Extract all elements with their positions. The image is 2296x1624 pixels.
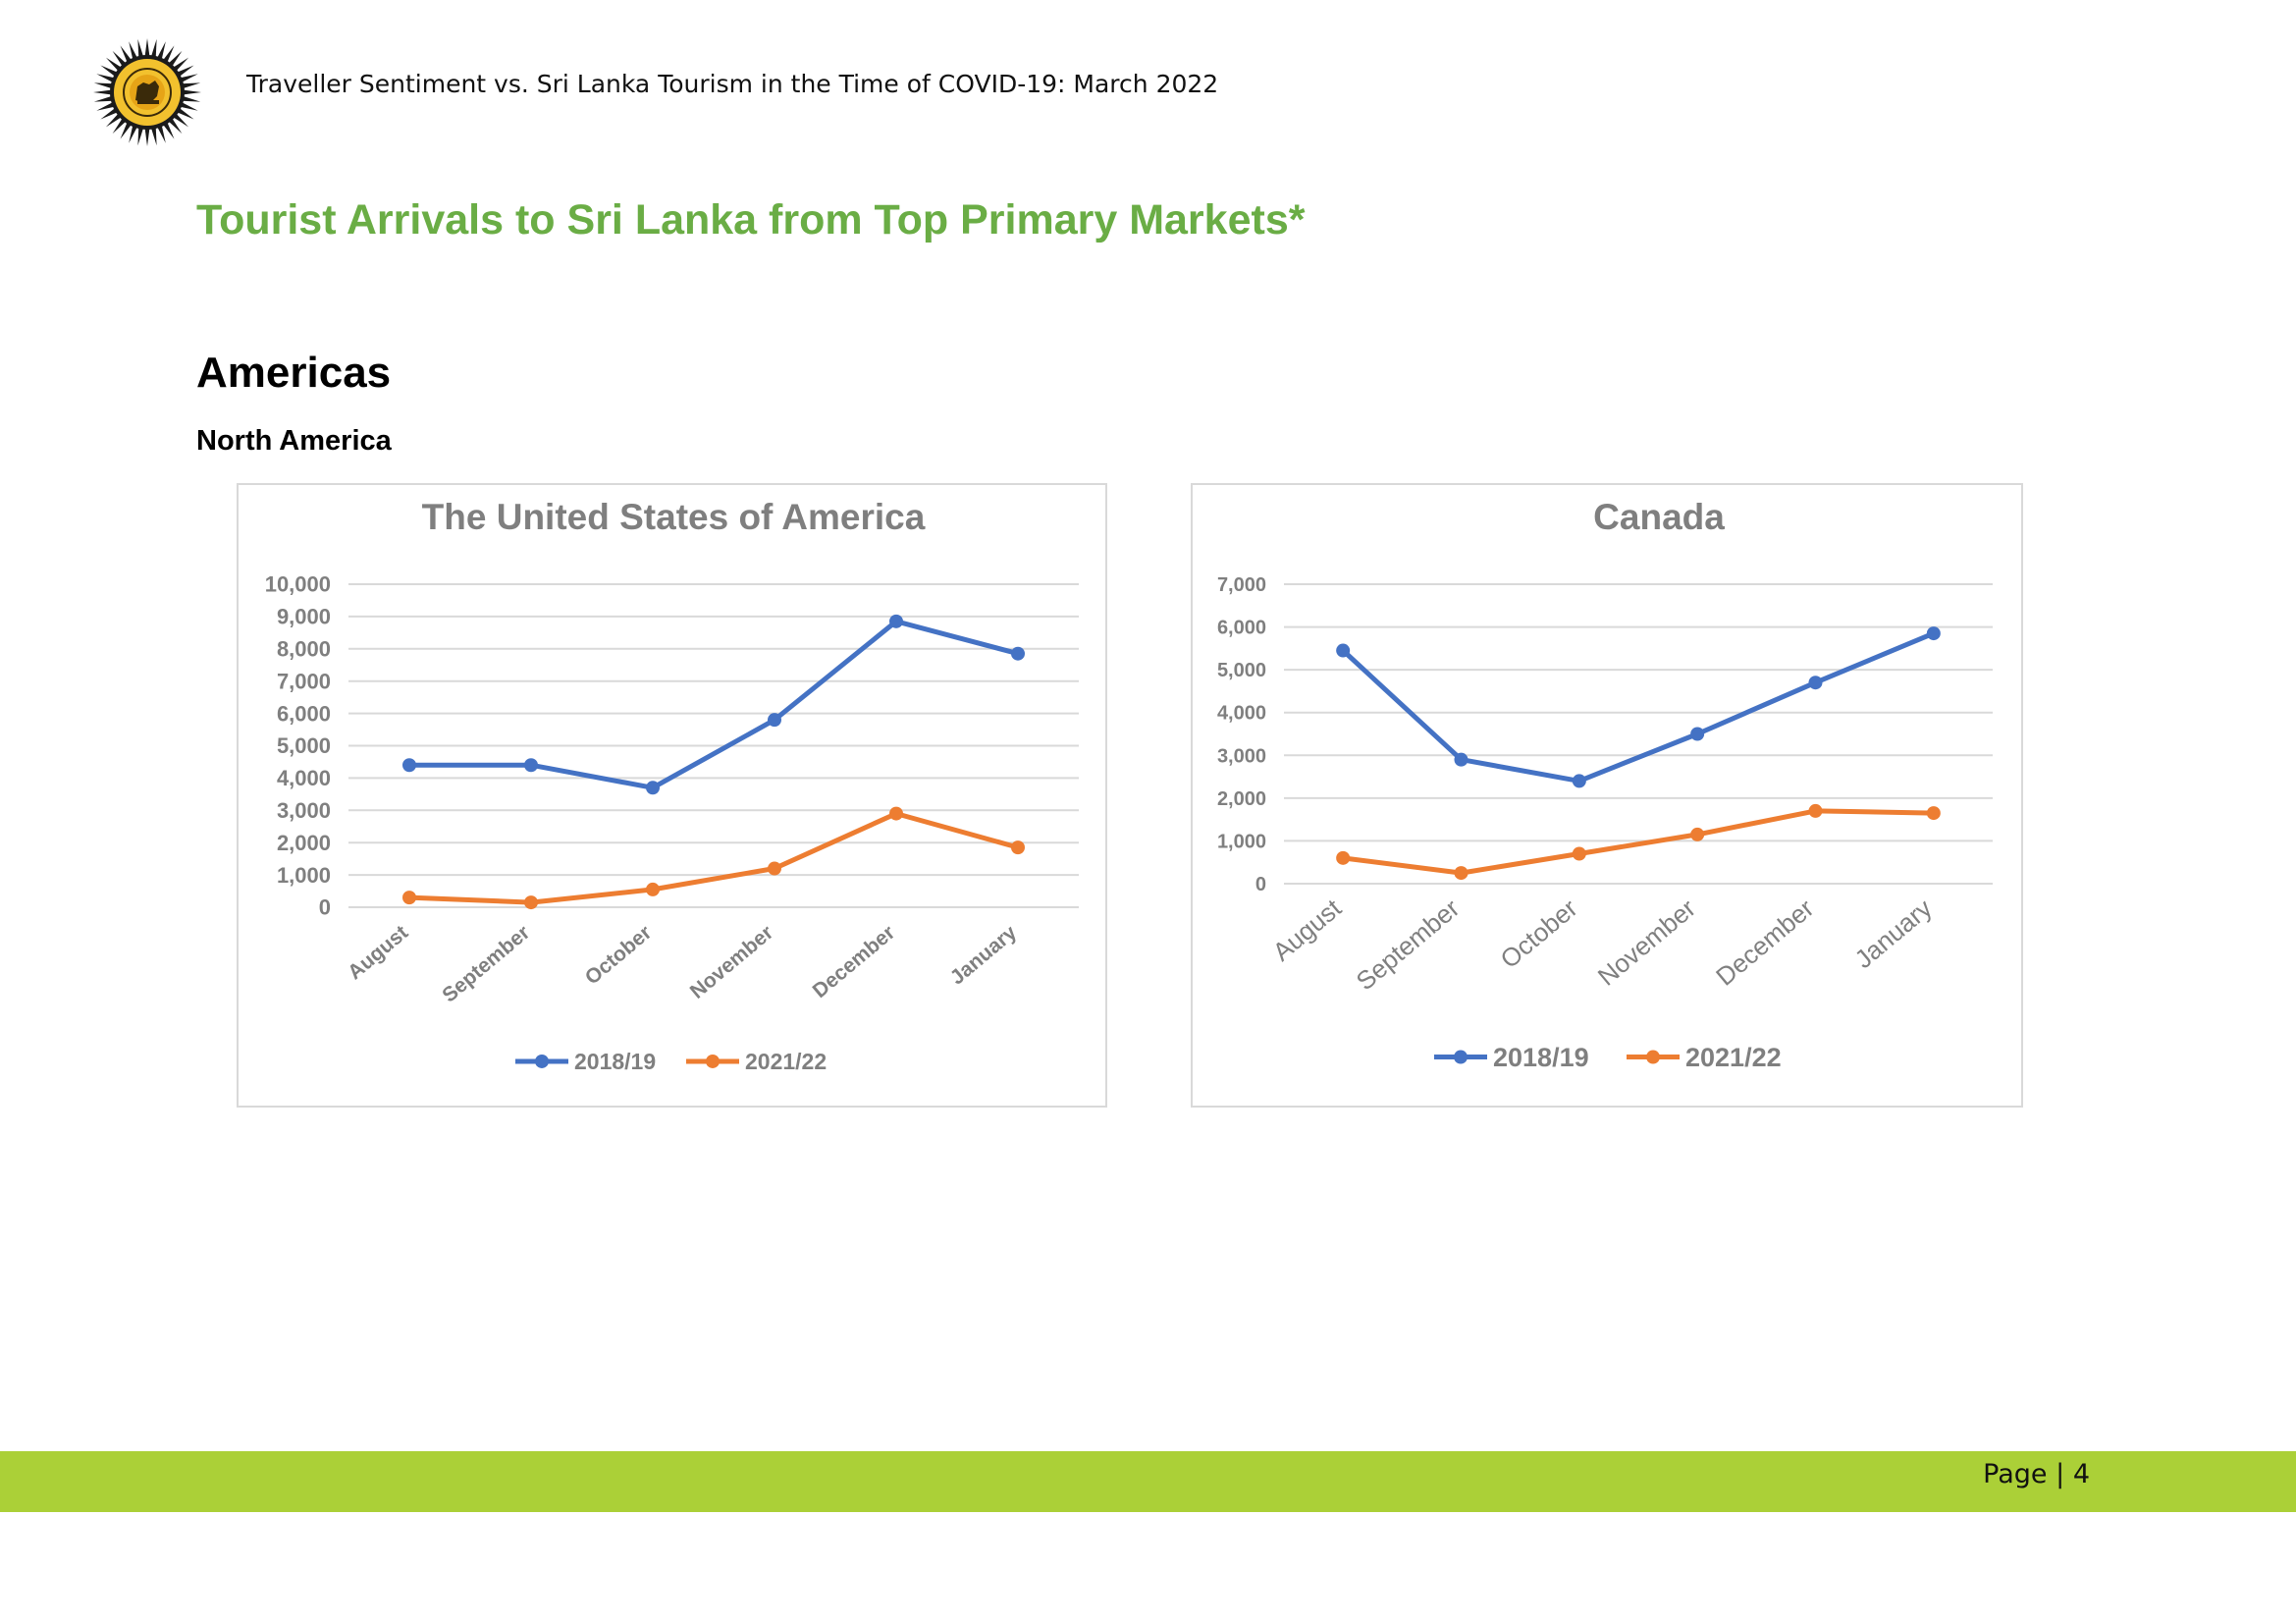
canada-data-point-2021-22-december: [1808, 803, 1823, 818]
canada-x-category-label-october: October: [1495, 893, 1583, 974]
canada-chart-canvas: Canada 0 1,000 2,000 3,000 4,000 5,000 6,000 7,0…: [1217, 497, 1993, 1072]
canada-data-point-2018-19-september: [1454, 752, 1468, 767]
canada-series-line-2021-22: [1340, 808, 1937, 876]
canada-data-point-2018-19-december: [1808, 676, 1823, 690]
canada-x-category-label-november: November: [1592, 893, 1701, 991]
usa-x-category-label-november: November: [686, 921, 777, 1003]
canada-data-point-2018-19-november: [1690, 727, 1705, 741]
canada-data-point-2018-19-august: [1336, 643, 1351, 658]
canada-legend-label-2021-22: 2021/22: [1685, 1043, 1782, 1072]
canada-legend-marker-2021-22: [1646, 1050, 1660, 1064]
canada-data-point-2018-19-october: [1572, 774, 1586, 788]
page-number-label: Page | 4: [1983, 1459, 2090, 1489]
usa-data-point-2018-19-november: [768, 713, 781, 728]
canada-y-tick-label: 0: [1255, 874, 1266, 895]
usa-chart-title: The United States of America: [422, 497, 926, 537]
usa-data-point-2021-22-september: [524, 895, 538, 910]
usa-data-point-2021-22-october: [646, 882, 660, 896]
usa-y-tick-label: 1,000: [277, 863, 331, 888]
canada-legend-marker-2018-19: [1454, 1050, 1468, 1064]
canada-x-category-label-january: January: [1849, 893, 1938, 974]
usa-y-tick-label: 10,000: [265, 572, 331, 597]
usa-y-tick-label: 8,000: [277, 637, 331, 662]
section-title: Tourist Arrivals to Sri Lanka from Top P…: [196, 196, 1306, 244]
usa-legend-label-2021-22: 2021/22: [745, 1049, 827, 1074]
canada-x-category-label-december: December: [1710, 893, 1819, 991]
canada-arrivals-chart: Canada 0 1,000 2,000 3,000 4,000 5,000 6,000 7,0…: [1191, 483, 2023, 1108]
usa-data-point-2021-22-august: [402, 891, 416, 905]
usa-legend-marker-2021-22: [706, 1054, 720, 1068]
canada-data-point-2021-22-november: [1690, 827, 1705, 841]
canada-data-point-2021-22-october: [1572, 846, 1586, 861]
usa-x-category-label-august: August: [344, 921, 412, 984]
canada-y-tick-label: 3,000: [1217, 745, 1266, 767]
usa-series-line-2021-22: [406, 811, 1021, 905]
canada-y-tick-label: 1,000: [1217, 831, 1266, 852]
canada-y-tick-label: 6,000: [1217, 618, 1266, 639]
usa-x-category-label-january: January: [946, 921, 1022, 990]
usa-y-tick-label: 2,000: [277, 831, 331, 855]
usa-arrivals-chart: The United States of America 0 1,000 2,000 3…: [237, 483, 1107, 1108]
page-label-text: Page: [1983, 1459, 2048, 1489]
usa-y-tick-label: 6,000: [277, 701, 331, 726]
usa-x-category-label-december: December: [809, 921, 900, 1002]
sri-lanka-tourism-emblem-icon: [92, 37, 202, 147]
footer-bar: [0, 1451, 2296, 1512]
usa-y-tick-label: 7,000: [277, 669, 331, 693]
region-title: Americas: [196, 349, 392, 397]
usa-data-point-2018-19-october: [646, 781, 660, 795]
usa-y-tick-label: 5,000: [277, 733, 331, 758]
page-label-separator: |: [2056, 1459, 2065, 1489]
usa-x-category-label-october: October: [581, 921, 656, 989]
canada-y-tick-label: 7,000: [1217, 574, 1266, 596]
page-number: 4: [2072, 1459, 2090, 1489]
canada-x-category-label-august: August: [1267, 893, 1348, 967]
subregion-title: North America: [196, 425, 392, 457]
canada-chart-title: Canada: [1593, 497, 1725, 537]
usa-legend-label-2018-19: 2018/19: [574, 1049, 656, 1074]
canada-y-tick-label: 5,000: [1217, 660, 1266, 681]
usa-y-tick-label: 3,000: [277, 798, 331, 823]
usa-x-category-label-september: September: [438, 921, 534, 1006]
usa-data-point-2018-19-january: [1011, 646, 1025, 661]
usa-chart-canvas: The United States of America 0 1,000 2,000 3…: [265, 497, 1079, 1074]
usa-data-point-2021-22-november: [768, 861, 781, 876]
usa-data-point-2018-19-september: [524, 758, 538, 773]
canada-legend-label-2018-19: 2018/19: [1493, 1043, 1589, 1072]
usa-y-tick-label: 9,000: [277, 605, 331, 629]
usa-y-tick-label: 4,000: [277, 766, 331, 790]
canada-data-point-2021-22-september: [1454, 866, 1468, 881]
usa-data-point-2021-22-december: [889, 806, 903, 821]
usa-data-point-2018-19-august: [402, 758, 416, 773]
canada-data-point-2021-22-august: [1336, 850, 1351, 865]
canada-data-point-2021-22-january: [1926, 806, 1941, 821]
usa-data-point-2018-19-december: [889, 614, 903, 628]
usa-data-point-2021-22-january: [1011, 840, 1025, 855]
usa-legend-marker-2018-19: [535, 1054, 549, 1068]
usa-y-tick-label: 0: [319, 895, 331, 920]
canada-data-point-2018-19-january: [1926, 626, 1941, 641]
document-header-title: Traveller Sentiment vs. Sri Lanka Touris…: [246, 70, 1219, 98]
canada-x-category-label-september: September: [1351, 893, 1466, 996]
usa-series-line-2018-19: [406, 619, 1021, 790]
canada-y-tick-label: 4,000: [1217, 703, 1266, 725]
canada-y-tick-label: 2,000: [1217, 788, 1266, 810]
canada-series-line-2018-19: [1340, 630, 1937, 784]
